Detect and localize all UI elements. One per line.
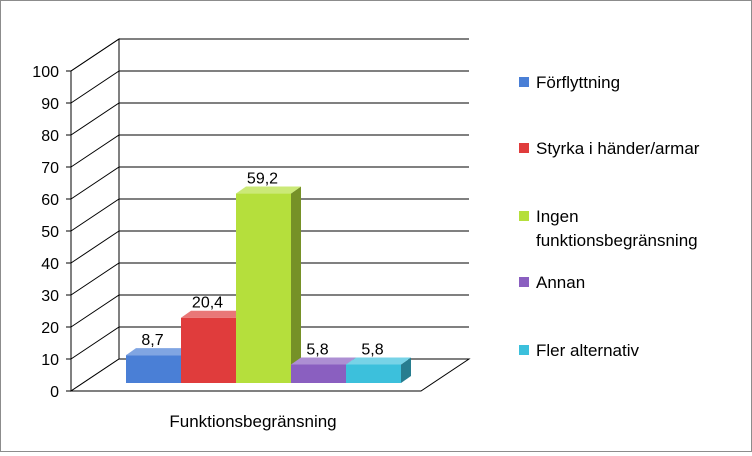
gridline [70, 198, 469, 232]
bar-5 [346, 357, 411, 383]
data-label: 20,4 [192, 295, 223, 312]
gridline [70, 294, 469, 328]
bar-front [236, 193, 291, 383]
bar-side [401, 357, 411, 383]
legend: Förflyttning Styrka i händer/armar Ingen… [519, 1, 751, 451]
y-axis [66, 70, 421, 392]
gridline [70, 134, 469, 168]
legend-item-annan: Annan [519, 271, 736, 295]
y-tick-label: 100 [32, 64, 59, 81]
legend-label: Förflyttning [536, 73, 621, 92]
bar-top [346, 357, 411, 365]
bar-top [126, 348, 191, 356]
y-tick-label: 50 [41, 224, 59, 241]
bar-side [291, 186, 301, 383]
gridline [70, 326, 469, 360]
bar-front [126, 355, 181, 383]
y-tick-label: 10 [41, 352, 59, 369]
data-label: 59,2 [247, 171, 278, 188]
legend-label: Ingen funktionsbegränsning [536, 207, 698, 250]
y-tick-label: 80 [41, 128, 59, 145]
bar-front [346, 364, 401, 383]
legend-item-forflyttning: Förflyttning [519, 71, 736, 95]
data-label: 5,8 [306, 341, 328, 358]
y-tick-labels: 0 10 20 30 40 50 60 70 80 90 100 [32, 64, 59, 401]
bar-chart: 0 10 20 30 40 50 60 70 80 90 100 8,7 20,4 59,2 5,8 5,8… [32, 38, 471, 431]
data-label: 8,7 [141, 332, 163, 349]
legend-swatch [519, 77, 529, 87]
bar-3 [236, 186, 301, 383]
legend-swatch [519, 277, 529, 287]
y-tick-label: 70 [41, 160, 59, 177]
legend-item-ingen: Ingen funktionsbegränsning [519, 205, 736, 253]
legend-swatch [519, 143, 529, 153]
bar-front [181, 317, 236, 383]
y-tick-label: 90 [41, 96, 59, 113]
legend-swatch [519, 345, 529, 355]
bar-front [291, 364, 346, 383]
data-labels: 8,7 20,4 59,2 5,8 5,8 [141, 171, 383, 359]
category-label: Funktionsbegränsning [169, 412, 336, 431]
gridline [70, 102, 469, 136]
bar-top [236, 186, 301, 194]
y-tick-label: 60 [41, 192, 59, 209]
gridline [70, 166, 469, 200]
bars [126, 186, 411, 383]
gridline [70, 262, 469, 296]
legend-item-styrka: Styrka i händer/armar [519, 137, 736, 161]
legend-item-fler: Fler alternativ [519, 339, 736, 363]
legend-label: Fler alternativ [536, 341, 639, 360]
y-tick-label: 30 [41, 288, 59, 305]
y-tick-label: 0 [50, 384, 59, 401]
gridline [70, 230, 469, 264]
legend-label: Annan [536, 273, 586, 292]
y-tick-label: 20 [41, 320, 59, 337]
bar-top [291, 357, 356, 365]
data-label: 5,8 [361, 341, 383, 358]
bar-top [181, 310, 246, 318]
gridline [70, 70, 469, 104]
legend-label: Styrka i händer/armar [536, 139, 700, 158]
y-tick-label: 40 [41, 256, 59, 273]
legend-swatch [519, 211, 529, 221]
gridline [70, 38, 469, 72]
